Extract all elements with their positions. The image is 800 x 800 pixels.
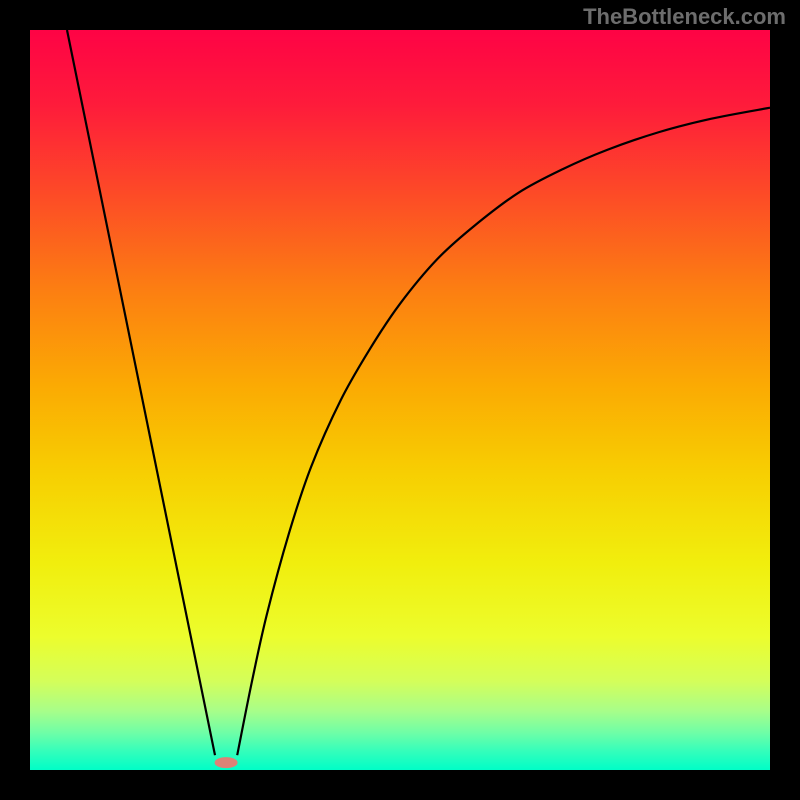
chart-container: TheBottleneck.com [0, 0, 800, 800]
bottleneck-chart [0, 0, 800, 800]
plot-background [30, 30, 770, 770]
optimum-marker [215, 758, 237, 768]
